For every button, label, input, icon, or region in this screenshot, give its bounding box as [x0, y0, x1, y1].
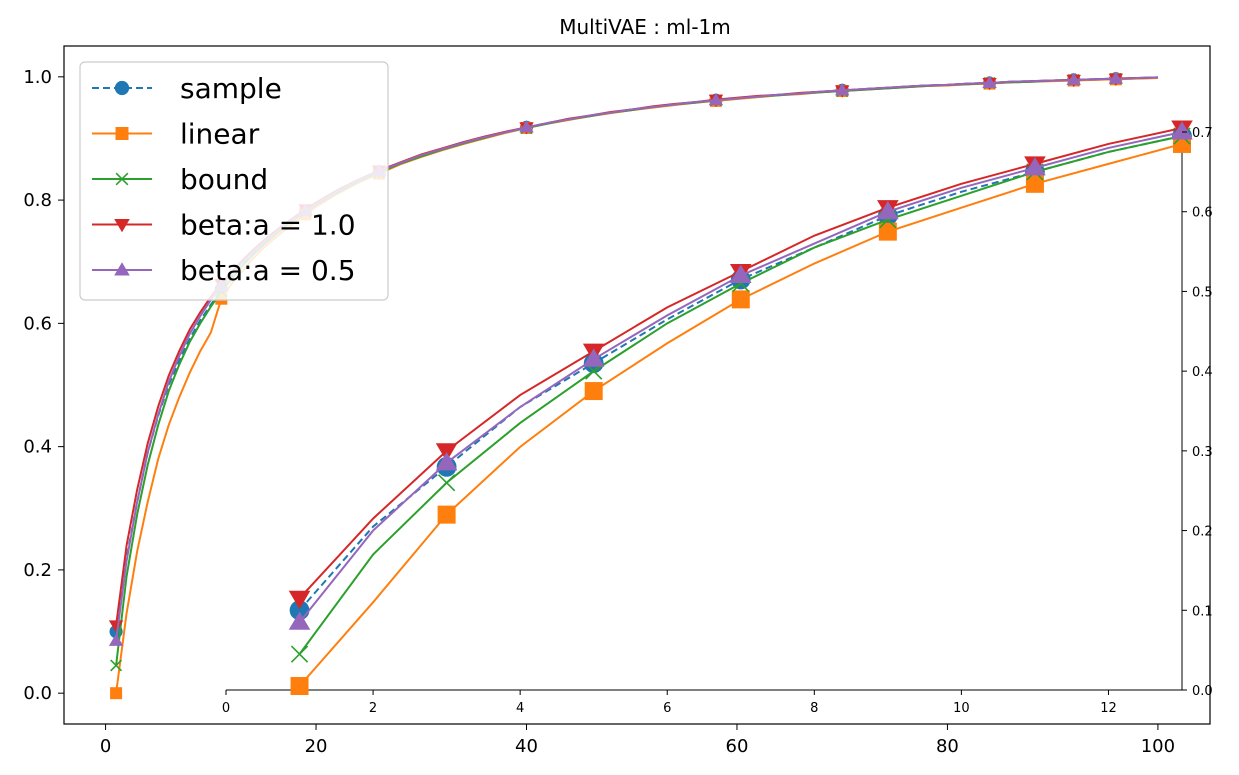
inset-y-tick-label: 0.2 — [1192, 525, 1213, 540]
legend-label-beta-a-1-0: beta:a = 1.0 — [180, 209, 356, 242]
legend-marker-beta-a-0-5 — [114, 262, 130, 276]
main-axes-frame — [63, 45, 1211, 725]
inset-y-tick-label: 0.1 — [1192, 604, 1213, 619]
inset-marker-linear — [290, 677, 309, 696]
inset-marker-bound — [290, 645, 309, 663]
inset-y-tick-label: 0.3 — [1192, 445, 1213, 460]
inset-marker-linear — [437, 505, 456, 524]
legend-marker-sample — [114, 80, 130, 96]
y-tick-label: 0.2 — [23, 560, 52, 581]
main-marker-beta-a-0-5 — [1066, 72, 1081, 85]
legend-label-linear: linear — [180, 118, 260, 151]
inset-marker-beta-a-0-5 — [435, 452, 458, 471]
inset-marker-bound — [437, 474, 456, 492]
main-marker-beta-a-1-0 — [108, 620, 124, 633]
y-tick-label: 0.0 — [23, 683, 52, 704]
legend-marker-bound — [115, 172, 129, 186]
inset-y-tick-label: 0.7 — [1192, 126, 1213, 141]
main-marker-beta-a-0-5 — [708, 93, 724, 106]
inset-marker-beta-a-0-5 — [288, 611, 311, 630]
inset-marker-beta-a-0-5 — [877, 200, 899, 220]
inset-marker-linear — [731, 290, 750, 309]
inset-y-tick-label: 0.4 — [1192, 365, 1213, 380]
inset-marker-beta-a-0-5 — [729, 264, 752, 284]
inset-marker-linear — [1025, 174, 1044, 193]
main-marker-beta-a-0-5 — [108, 633, 124, 646]
inset-x-tick-label: 0 — [222, 701, 230, 716]
main-marker-beta-a-0-5 — [519, 120, 534, 133]
legend: sample linear bound beta:a = 1.0 beta:a = 0.… — [79, 61, 389, 301]
x-tick-label: 40 — [515, 736, 538, 757]
inset-marker-beta-a-0-5 — [582, 348, 605, 367]
main-marker-beta-a-0-5 — [982, 75, 997, 89]
x-tick-label: 100 — [1141, 736, 1175, 757]
y-tick-label: 0.4 — [23, 437, 52, 458]
legend-label-sample: sample — [180, 72, 282, 105]
x-tick-label: 0 — [100, 736, 111, 757]
x-tick-label: 20 — [305, 736, 328, 757]
inset-x-tick-label: 8 — [810, 701, 818, 716]
inset-x-tick-label: 2 — [369, 701, 377, 716]
legend-marker-beta-a-1-0 — [114, 219, 130, 233]
inset-plot-area: 0 2 4 6 8 10 12 0.0 0.1 0.2 0.3 0.4 0.5 0.6 0.7 — [222, 120, 1213, 716]
inset-x-tick-label: 12 — [1100, 701, 1117, 716]
inset-x-tick-label: 10 — [953, 701, 970, 716]
main-marker-bound — [110, 659, 123, 672]
x-tick-label: 60 — [726, 736, 749, 757]
legend-box — [79, 61, 389, 301]
y-tick-label: 1.0 — [23, 67, 52, 88]
inset-y-tick-label: 0.0 — [1192, 684, 1213, 699]
main-marker-beta-a-0-5 — [1108, 71, 1124, 84]
inset-marker-beta-a-1-0 — [288, 590, 311, 610]
legend-label-bound: bound — [180, 163, 268, 196]
inset-marker-beta-a-0-5 — [1171, 121, 1193, 140]
inset-x-tick-label: 6 — [663, 701, 671, 716]
y-tick-label: 0.6 — [23, 313, 52, 334]
x-tick-label: 80 — [936, 736, 959, 757]
inset-marker-linear — [584, 382, 603, 401]
legend-label-beta-a-0-5: beta:a = 0.5 — [180, 254, 356, 287]
inset-y-tick-label: 0.5 — [1192, 285, 1213, 300]
main-marker-beta-a-0-5 — [835, 83, 850, 96]
main-marker-linear — [110, 687, 123, 700]
y-tick-label: 0.8 — [23, 190, 52, 211]
inset-marker-beta-a-0-5 — [1024, 157, 1046, 176]
inset-y-tick-label: 0.6 — [1192, 206, 1213, 221]
inset-marker-linear — [878, 222, 897, 241]
chart-title: MultiVAE : ml-1m — [559, 15, 731, 39]
legend-marker-linear — [115, 127, 129, 140]
inset-x-tick-label: 4 — [516, 701, 524, 716]
